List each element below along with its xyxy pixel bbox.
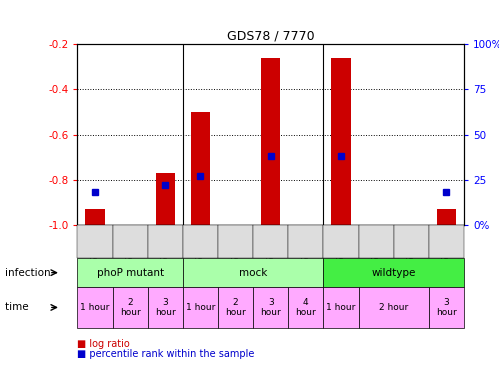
- Text: 4
hour: 4 hour: [295, 298, 316, 317]
- Text: 2 hour: 2 hour: [379, 303, 408, 312]
- Text: 1 hour: 1 hour: [80, 303, 110, 312]
- Text: infection: infection: [5, 268, 54, 278]
- Text: wildtype: wildtype: [372, 268, 416, 278]
- Text: 1 hour: 1 hour: [326, 303, 356, 312]
- Text: ■ percentile rank within the sample: ■ percentile rank within the sample: [77, 349, 254, 359]
- Bar: [85, 209, 105, 225]
- Bar: [331, 57, 351, 225]
- Text: ■ log ratio: ■ log ratio: [77, 339, 130, 348]
- Text: phoP mutant: phoP mutant: [96, 268, 164, 278]
- Text: 3
hour: 3 hour: [155, 298, 176, 317]
- Bar: [437, 209, 456, 225]
- Text: 1 hour: 1 hour: [186, 303, 215, 312]
- Text: 2
hour: 2 hour: [225, 298, 246, 317]
- Bar: [261, 57, 280, 225]
- Bar: [156, 173, 175, 225]
- Text: time: time: [5, 302, 32, 313]
- Bar: [191, 112, 210, 225]
- Text: 2
hour: 2 hour: [120, 298, 140, 317]
- Text: 3
hour: 3 hour: [436, 298, 457, 317]
- Text: 3
hour: 3 hour: [260, 298, 281, 317]
- Text: mock: mock: [239, 268, 267, 278]
- Title: GDS78 / 7770: GDS78 / 7770: [227, 30, 314, 43]
